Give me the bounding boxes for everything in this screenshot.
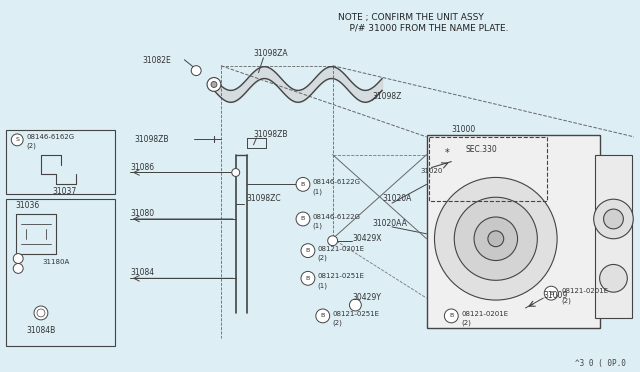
Text: 30429Y: 30429Y xyxy=(353,293,381,302)
Text: 08121-0201E: 08121-0201E xyxy=(561,288,608,294)
Ellipse shape xyxy=(474,217,518,260)
Text: 08146-6122G: 08146-6122G xyxy=(313,179,361,185)
Ellipse shape xyxy=(435,177,557,300)
Text: 31098ZB: 31098ZB xyxy=(253,130,288,139)
Ellipse shape xyxy=(328,236,337,246)
Ellipse shape xyxy=(296,177,310,191)
Ellipse shape xyxy=(594,199,633,239)
Bar xyxy=(595,155,632,318)
Text: 31098Z: 31098Z xyxy=(372,92,401,102)
Ellipse shape xyxy=(12,134,23,146)
Ellipse shape xyxy=(604,209,623,229)
Text: 08121-0201E: 08121-0201E xyxy=(318,246,365,252)
Ellipse shape xyxy=(301,244,315,257)
Bar xyxy=(6,199,115,346)
Text: P/# 31000 FROM THE NAME PLATE.: P/# 31000 FROM THE NAME PLATE. xyxy=(337,23,508,32)
Text: 31080: 31080 xyxy=(130,209,154,218)
Ellipse shape xyxy=(316,309,330,323)
Text: S: S xyxy=(15,137,19,142)
Bar xyxy=(6,130,115,194)
Text: 08121-0251E: 08121-0251E xyxy=(333,311,380,317)
Text: 31098ZC: 31098ZC xyxy=(246,194,281,203)
Text: 31084B: 31084B xyxy=(26,326,56,335)
Text: B: B xyxy=(301,182,305,187)
Bar xyxy=(429,137,547,201)
Text: 08146-6122G: 08146-6122G xyxy=(313,214,361,220)
Ellipse shape xyxy=(37,309,45,317)
Text: *: * xyxy=(444,148,449,158)
Ellipse shape xyxy=(191,66,201,76)
Text: (2): (2) xyxy=(561,297,571,304)
Text: B: B xyxy=(449,313,453,318)
Ellipse shape xyxy=(13,254,23,263)
Text: (1): (1) xyxy=(313,223,323,230)
Text: 31037: 31037 xyxy=(53,187,77,196)
Text: 31036: 31036 xyxy=(15,201,40,210)
Text: SEC.330: SEC.330 xyxy=(465,145,497,154)
Ellipse shape xyxy=(34,306,48,320)
Text: 08121-0251E: 08121-0251E xyxy=(318,273,365,279)
Text: 31020: 31020 xyxy=(420,167,443,174)
Ellipse shape xyxy=(232,169,240,176)
Text: B: B xyxy=(306,276,310,281)
Text: 31086: 31086 xyxy=(130,163,154,171)
Ellipse shape xyxy=(296,212,310,226)
Ellipse shape xyxy=(454,197,538,280)
Ellipse shape xyxy=(349,299,362,311)
Text: (2): (2) xyxy=(26,143,36,149)
Text: (1): (1) xyxy=(313,188,323,195)
Text: (2): (2) xyxy=(461,320,471,326)
Ellipse shape xyxy=(600,264,627,292)
Text: B: B xyxy=(306,248,310,253)
Text: ^3 0 ( 0P.0: ^3 0 ( 0P.0 xyxy=(575,359,626,368)
Bar xyxy=(427,135,600,328)
Ellipse shape xyxy=(207,77,221,92)
Text: 08146-6162G: 08146-6162G xyxy=(26,134,74,140)
Text: 31180A: 31180A xyxy=(43,259,70,264)
Text: 31009: 31009 xyxy=(543,291,568,300)
Text: 31084: 31084 xyxy=(130,269,154,278)
Text: (2): (2) xyxy=(318,254,328,261)
Text: NOTE ; CONFIRM THE UNIT ASSY: NOTE ; CONFIRM THE UNIT ASSY xyxy=(337,13,483,22)
Ellipse shape xyxy=(211,81,217,87)
Ellipse shape xyxy=(444,309,458,323)
Text: B: B xyxy=(301,217,305,221)
Text: 31020AA: 31020AA xyxy=(372,219,407,228)
Ellipse shape xyxy=(301,272,315,285)
Text: 31082E: 31082E xyxy=(143,56,172,65)
Text: B: B xyxy=(321,313,325,318)
Text: 08121-0201E: 08121-0201E xyxy=(461,311,508,317)
Ellipse shape xyxy=(13,263,23,273)
Text: (1): (1) xyxy=(318,282,328,289)
Text: B: B xyxy=(549,291,554,296)
Text: 31098ZB: 31098ZB xyxy=(135,135,170,144)
Text: (2): (2) xyxy=(333,320,342,326)
Ellipse shape xyxy=(488,231,504,247)
Text: 31020A: 31020A xyxy=(382,194,412,203)
Ellipse shape xyxy=(544,286,558,300)
Text: 30429X: 30429X xyxy=(353,234,382,243)
Text: 31098ZA: 31098ZA xyxy=(253,49,288,58)
Text: 31000: 31000 xyxy=(451,125,476,134)
